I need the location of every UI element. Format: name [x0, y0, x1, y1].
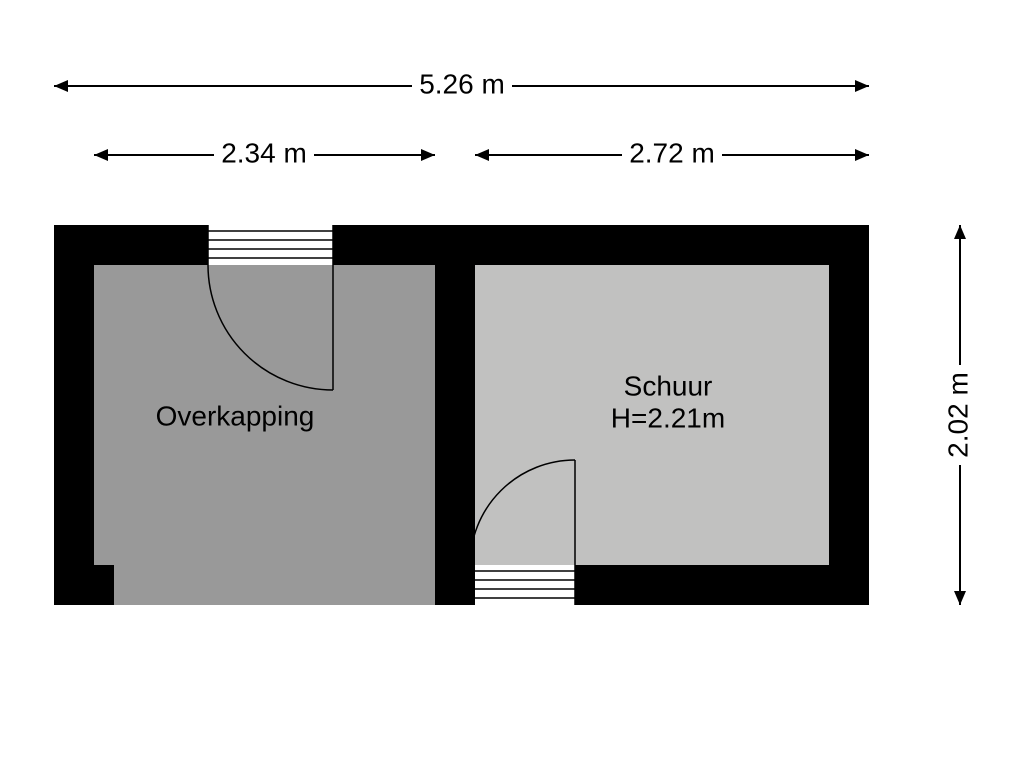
wall-top-right [333, 225, 869, 265]
wall-left [54, 225, 94, 605]
wall-partition [435, 225, 475, 605]
wall-bottom-stub [54, 565, 114, 605]
wall-right [829, 225, 869, 605]
dim-label-left_width: 2.34 m [221, 137, 307, 168]
wall-bottom-right [575, 565, 869, 605]
dim-label-total_width: 5.26 m [419, 68, 505, 99]
room-label-overkapping: Overkapping [156, 400, 315, 431]
room-sublabel-schuur: H=2.21m [611, 402, 725, 433]
dim-label-right_width: 2.72 m [629, 137, 715, 168]
dim-label-height: 2.02 m [942, 372, 973, 458]
room-label-schuur: Schuur [624, 370, 713, 401]
room-overkapping [94, 265, 435, 605]
